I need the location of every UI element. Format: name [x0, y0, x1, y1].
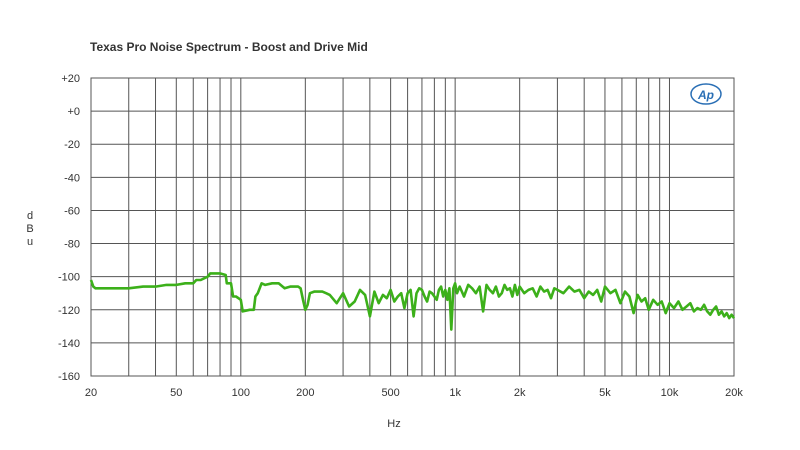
y-axis-ticks: +20 +0 -20 -40 -60 -80 -100 -120 -140 -160 [58, 73, 80, 383]
x-tick-label: 200 [296, 387, 314, 399]
y-tick-label: -40 [64, 172, 80, 184]
grid-lines [91, 78, 734, 376]
y-tick-label: -20 [64, 139, 80, 151]
x-tick-label: 5k [599, 387, 611, 399]
series-layer [89, 272, 736, 331]
y-axis-label-char: B [26, 223, 33, 235]
y-tick-label: +0 [67, 106, 80, 118]
y-axis-label-char: d [27, 210, 33, 222]
x-tick-label: 100 [232, 387, 250, 399]
x-tick-label: 1k [449, 387, 461, 399]
x-tick-label: 2k [514, 387, 526, 399]
x-axis-ticks: 20 50 100 200 500 1k 2k 5k 10k 20k [85, 387, 743, 399]
y-tick-label: -160 [58, 371, 80, 383]
x-tick-label: 20k [725, 387, 743, 399]
ap-logo: Ap [690, 83, 722, 105]
ap-logo-text: Ap [697, 88, 714, 102]
y-tick-label: -100 [58, 272, 80, 284]
y-axis-label-char: u [27, 236, 33, 248]
plot-frame [90, 77, 735, 377]
y-tick-label: -80 [64, 239, 80, 251]
x-tick-label: 50 [170, 387, 182, 399]
y-tick-label: -120 [58, 305, 80, 317]
y-tick-label: +20 [61, 73, 80, 85]
x-tick-label: 500 [381, 387, 399, 399]
ap-logo-ring [690, 83, 722, 105]
y-tick-label: -140 [58, 338, 80, 350]
chart-title: Texas Pro Noise Spectrum - Boost and Dri… [90, 40, 368, 54]
x-tick-label: 20 [85, 387, 97, 399]
y-axis-label: dBu [26, 210, 33, 248]
x-tick-label: 10k [661, 387, 679, 399]
y-tick-label: -60 [64, 205, 80, 217]
x-axis-label: Hz [387, 418, 400, 430]
series-line [89, 272, 736, 331]
